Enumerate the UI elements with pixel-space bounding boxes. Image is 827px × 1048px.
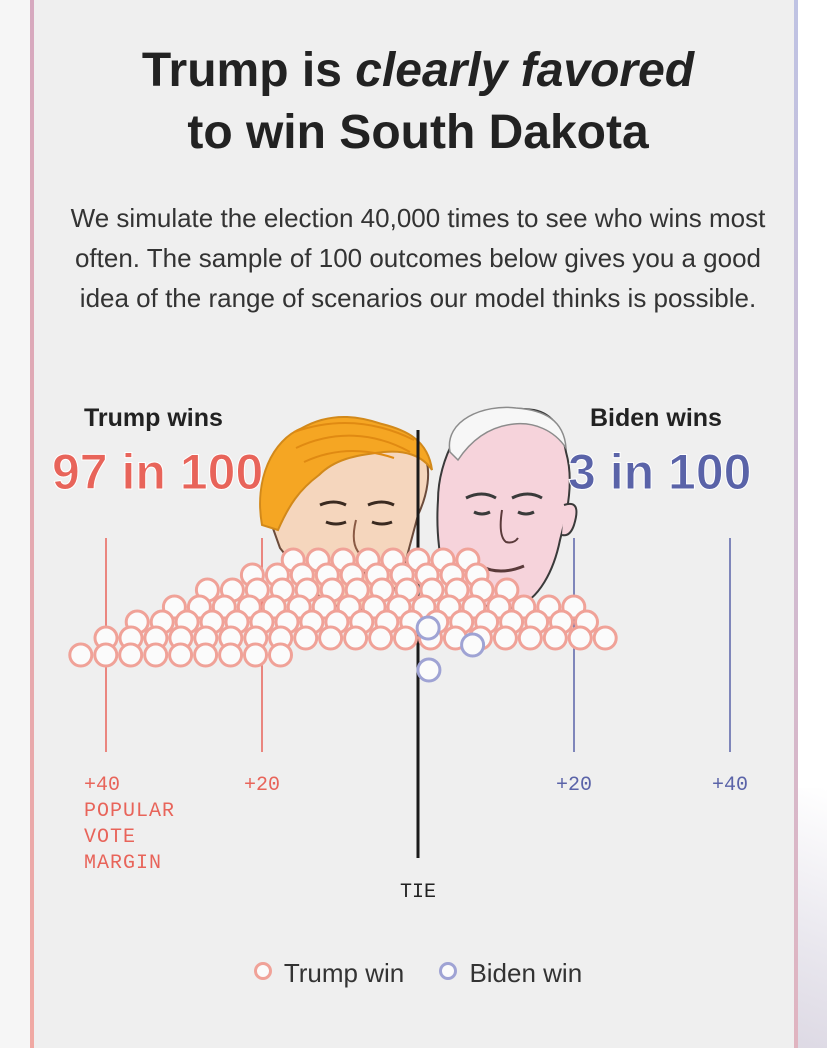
subtitle: We simulate the election 40,000 times to… — [70, 203, 766, 313]
title-emphasis: clearly favored — [355, 44, 695, 97]
legend-item-biden: Biden win — [439, 958, 582, 989]
biden-win-dot — [415, 615, 441, 641]
tie-label: TIE — [400, 881, 436, 904]
trump-dot-swatch — [253, 962, 272, 980]
forecast-card: Trump is clearly favored to win South Da… — [30, 0, 798, 1048]
trump-win-dot — [318, 625, 344, 651]
x-axis-label-line: MARGIN — [84, 852, 162, 875]
trump-win-dot — [243, 642, 268, 668]
biden-wins-label: Biden wins — [590, 404, 722, 432]
legend-label-trump: Trump win — [283, 958, 405, 988]
trump-win-dot — [492, 625, 518, 651]
trump-win-dot — [293, 625, 319, 651]
title-part-1: Trump is — [141, 44, 356, 97]
trump-win-dot — [592, 625, 618, 651]
biden-win-dot — [460, 632, 486, 658]
trump-win-dot — [218, 642, 244, 668]
title-part-2: to win South Dakota — [187, 106, 649, 159]
tick-label: +20 — [244, 774, 280, 797]
tick-label: +20 — [556, 774, 592, 797]
chart-legend: Trump win Biden win — [34, 958, 802, 989]
legend-label-biden: Biden win — [469, 958, 583, 988]
trump-win-dot — [143, 642, 169, 668]
trump-win-dot — [393, 625, 418, 651]
tick-label: +40 — [712, 774, 748, 797]
trump-win-dot — [567, 625, 593, 651]
simulation-chart: TIE +40 +20 +20 +40 POPULAR VOTE MARGIN — [68, 406, 748, 904]
trump-win-dot — [517, 625, 543, 651]
trump-win-dot — [368, 625, 394, 651]
legend-item-trump: Trump win — [253, 958, 405, 989]
trump-win-dot — [68, 642, 94, 668]
trump-win-dot — [343, 625, 369, 651]
biden-odds: 3 in 100 — [567, 444, 752, 501]
trump-wins-label: Trump wins — [84, 404, 223, 432]
trump-win-dot — [93, 642, 119, 668]
x-axis-label-line: POPULAR — [84, 800, 175, 823]
trump-win-dot — [118, 642, 144, 668]
tick-label: +40 — [84, 774, 120, 797]
trump-win-dot — [168, 642, 194, 668]
x-axis-label-line: VOTE — [84, 826, 136, 849]
trump-odds: 97 in 100 — [51, 444, 264, 501]
trump-win-dot — [268, 642, 293, 668]
biden-dot-swatch — [439, 962, 458, 980]
trump-win-dot — [193, 642, 219, 668]
page-title: Trump is clearly favored to win South Da… — [34, 40, 802, 164]
biden-win-dot — [416, 657, 442, 683]
trump-win-dot — [542, 625, 568, 651]
